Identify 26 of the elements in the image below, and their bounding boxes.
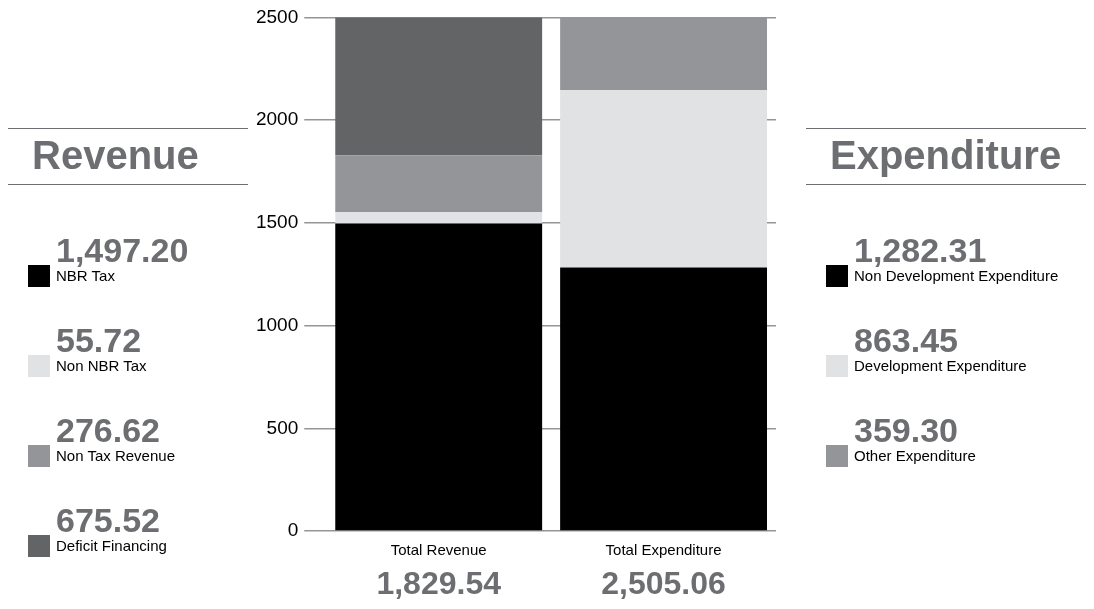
y-tick-label: 2000 bbox=[255, 108, 299, 130]
text: 55.72 bbox=[56, 321, 143, 359]
text: 675.52 bbox=[56, 501, 161, 539]
y-tick-label: 500 bbox=[266, 416, 299, 438]
y-tick-label: 1000 bbox=[255, 313, 299, 335]
text: 2,505.06 bbox=[601, 564, 726, 601]
text: 1,497.20 bbox=[56, 231, 190, 269]
y-tick-label: 2500 bbox=[255, 5, 299, 27]
legend-label: Non Tax Revenue bbox=[56, 447, 176, 464]
legend-label: NBR Tax bbox=[56, 267, 116, 284]
x-tick-label: Total Expenditure bbox=[605, 541, 722, 559]
text: 1,829.54 bbox=[376, 564, 502, 601]
text: 359.30 bbox=[854, 411, 959, 449]
legend-label: Development Expenditure bbox=[854, 357, 1028, 374]
legend-label: Other Expenditure bbox=[854, 447, 977, 464]
legend-label: Non Development Expenditure bbox=[854, 267, 1060, 284]
text: 1,282.31 bbox=[854, 231, 988, 269]
text: 863.45 bbox=[854, 321, 959, 359]
y-tick-label: 0 bbox=[287, 519, 299, 541]
x-tick-label: Total Revenue bbox=[390, 541, 487, 559]
legend-label: Non NBR Tax bbox=[56, 357, 148, 374]
text: 276.62 bbox=[56, 411, 161, 449]
text: Revenue bbox=[8, 128, 248, 185]
legend-label: Deficit Financing bbox=[56, 537, 168, 554]
text: Expenditure bbox=[806, 128, 1086, 185]
y-tick-label: 1500 bbox=[255, 211, 299, 233]
